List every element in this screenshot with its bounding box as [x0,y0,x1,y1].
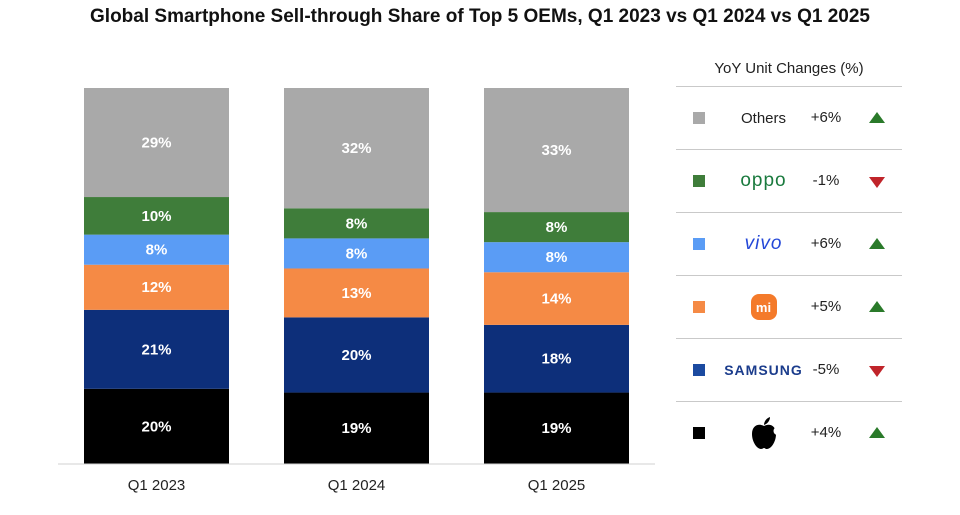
brand-logo: mi [716,276,811,338]
x-tick-label: Q1 2023 [128,477,186,494]
bar-segment-others-0 [84,88,229,198]
bar-segment-apple-0 [84,388,229,464]
legend-swatch [693,112,705,124]
data-label-xiaomi-0: 12% [141,279,171,296]
bar-segment-oppo-2 [484,212,629,243]
legend-panel: YoY Unit Changes (%) Others +6% oppo -1% viv… [676,56,902,464]
legend-swatch [693,175,705,187]
data-label-samsung-0: 21% [141,341,171,358]
chart-title: Global Smartphone Sell-through Share of … [90,6,870,27]
bar-segment-oppo-1 [284,208,429,239]
data-label-apple-0: 20% [141,418,171,435]
data-label-oppo-1: 8% [346,215,368,232]
data-label-apple-1: 19% [341,420,371,437]
bar-segment-xiaomi-0 [84,264,229,310]
brand-logo: vivo [716,213,811,275]
brand-name: Others [740,109,786,127]
data-label-oppo-0: 10% [141,208,171,225]
data-label-others-0: 29% [141,134,171,151]
legend-row-oppo: oppo -1% [676,150,902,213]
yoy-change-value: -1% [812,172,840,189]
data-label-apple-2: 19% [541,420,571,437]
bar-segment-apple-1 [284,392,429,464]
bar-segment-oppo-0 [84,197,229,235]
legend-title: YoY Unit Changes (%) [676,56,902,87]
bar-segment-others-2 [484,88,629,213]
bar-segment-apple-2 [484,392,629,464]
data-label-others-2: 33% [541,142,571,159]
legend-row-samsung: SAMSUNG -5% [676,339,902,402]
yoy-change-value: -5% [812,361,840,378]
xiaomi-logo-icon: mi [750,294,777,320]
brand-name: SAMSUNG [724,362,803,378]
legend-swatch [693,238,705,250]
bar-segment-samsung-2 [484,324,629,393]
data-label-samsung-2: 18% [541,351,571,368]
data-label-vivo-0: 8% [146,242,168,259]
data-label-samsung-1: 20% [341,347,371,364]
up-triangle-icon [869,427,885,438]
legend-row-mi: mi +5% [676,276,902,339]
down-triangle-icon [869,177,885,188]
data-label-others-1: 32% [341,140,371,157]
brand-logo: SAMSUNG [716,339,811,401]
bar-segment-xiaomi-1 [284,268,429,318]
yoy-change-value: +6% [810,109,842,126]
up-triangle-icon [869,238,885,249]
brand-logo [716,402,811,464]
bar-segment-xiaomi-2 [484,272,629,325]
down-triangle-icon [869,366,885,377]
bar-segment-vivo-1 [284,238,429,269]
x-tick-label: Q1 2025 [528,477,586,494]
legend-swatch [693,427,705,439]
brand-name: oppo [740,170,787,191]
brand-logo: oppo [716,150,811,212]
data-label-xiaomi-2: 14% [541,291,571,308]
brand-logo: Others [716,87,811,149]
legend-row-apple: +4% [676,402,902,464]
brand-name: vivo [744,233,783,254]
stacked-bar-chart: 20% 21% 12% 8% 10% 29% 19% 20% 13% 8% 8% 32% 19% 18% 1… [58,88,655,494]
yoy-change-value: +4% [810,424,842,441]
bar-segment-others-1 [284,88,429,209]
data-label-vivo-2: 8% [546,249,568,266]
data-label-xiaomi-1: 13% [341,285,371,302]
x-tick-label: Q1 2024 [328,477,386,494]
up-triangle-icon [869,112,885,123]
data-label-oppo-2: 8% [546,219,568,236]
legend-row-vivo: vivo +6% [676,213,902,276]
legend-swatch [693,301,705,313]
data-label-vivo-1: 8% [346,245,368,262]
bar-segment-samsung-1 [284,317,429,393]
bar-segment-samsung-0 [84,309,229,389]
bar-segment-vivo-2 [484,242,629,273]
yoy-change-value: +6% [810,235,842,252]
yoy-change-value: +5% [810,298,842,315]
legend-swatch [693,364,705,376]
legend-row-others: Others +6% [676,87,902,150]
bar-segment-vivo-0 [84,234,229,265]
up-triangle-icon [869,301,885,312]
apple-logo-icon [751,417,779,449]
